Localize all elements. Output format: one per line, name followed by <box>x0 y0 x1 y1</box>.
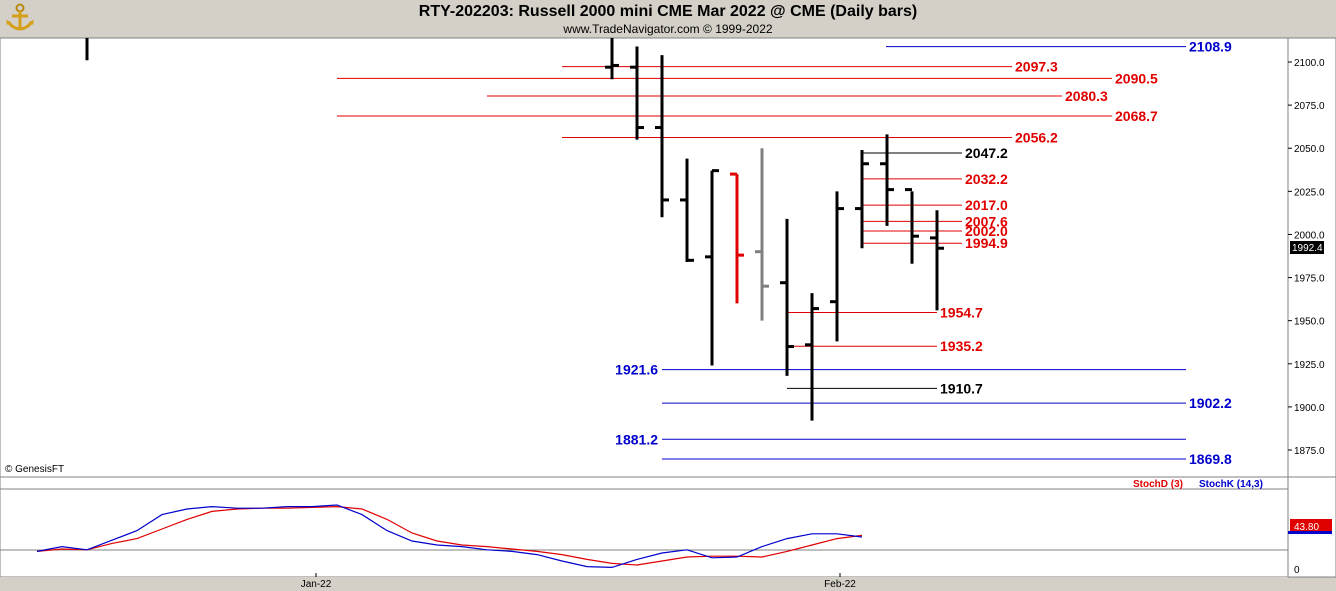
legend-stochd: StochD (3) <box>1133 479 1183 490</box>
price-tick-label: 1950.0 <box>1294 317 1325 328</box>
level-label: 1921.6 <box>615 362 658 378</box>
last-stoch-label: 43.80 <box>1294 522 1319 533</box>
stoch-series-line <box>36 505 863 566</box>
level-label: 2068.7 <box>1115 108 1158 124</box>
level-label: 2007.6 <box>965 213 1008 229</box>
level-label: 1994.9 <box>965 235 1008 251</box>
price-tick-label: 2050.0 <box>1294 144 1325 155</box>
last-price-box <box>1290 241 1324 254</box>
chart-header: RTY-202203: Russell 2000 mini CME Mar 20… <box>0 0 1336 38</box>
level-label: 1869.8 <box>1189 451 1232 467</box>
last-stoch-box <box>1290 519 1332 532</box>
level-label: 2002.0 <box>965 223 1008 239</box>
chart-title: RTY-202203: Russell 2000 mini CME Mar 20… <box>418 3 918 20</box>
legend-stochk: StochK (14,3) <box>1199 479 1263 490</box>
ohlc-bars <box>85 38 944 421</box>
anchor-logo-icon <box>6 3 34 31</box>
date-ticks: Jan-22 Feb-22 <box>301 573 856 590</box>
level-label: 1935.2 <box>940 338 983 354</box>
stoch-tick-label: 0 <box>1294 565 1300 576</box>
date-axis <box>0 577 1288 591</box>
level-label: 1954.7 <box>940 305 983 321</box>
stochastic-panel <box>0 476 1289 578</box>
last-stochk-marker <box>1288 531 1332 534</box>
level-label: 2032.2 <box>965 171 1008 187</box>
level-label: 1881.2 <box>615 431 658 447</box>
level-label: 2056.2 <box>1015 130 1058 146</box>
price-tick-label: 2025.0 <box>1294 187 1325 198</box>
price-panel <box>0 37 1289 478</box>
level-label: 1910.7 <box>940 380 983 396</box>
last-price-label: 1992.4 <box>1292 243 1323 254</box>
price-tick-label: 2100.0 <box>1294 58 1325 69</box>
price-ticks: 2100.0 2075.0 2050.0 2025.0 2000.0 1975.0 1950… <box>1288 58 1325 457</box>
chart-credit: www.TradeNavigator.com © 1999-2022 <box>563 22 773 36</box>
price-tick-label: 2075.0 <box>1294 101 1325 112</box>
date-tick-label: Jan-22 <box>301 579 332 590</box>
level-label: 2090.5 <box>1115 70 1158 86</box>
level-label: 2080.3 <box>1065 88 1108 104</box>
price-tick-label: 1875.0 <box>1294 446 1325 457</box>
price-tick-label: 1925.0 <box>1294 360 1325 371</box>
level-label: 1902.2 <box>1189 395 1232 411</box>
price-tick-label: 1975.0 <box>1294 274 1325 285</box>
level-label: 2017.0 <box>965 197 1008 213</box>
price-tick-label: 1900.0 <box>1294 403 1325 414</box>
level-label: 2097.3 <box>1015 59 1058 75</box>
stoch-series-line <box>36 504 863 569</box>
level-label: 2108.9 <box>1189 39 1232 55</box>
watermark: © GenesisFT <box>5 464 64 475</box>
date-tick-label: Feb-22 <box>824 579 856 590</box>
price-tick-label: 2000.0 <box>1294 230 1325 241</box>
price-axis <box>1287 37 1336 478</box>
level-label: 2047.2 <box>965 145 1008 161</box>
level-lines: 2108.9 2097.3 2090.5 2080.3 2068.7 2056.2 2047… <box>337 39 1232 467</box>
